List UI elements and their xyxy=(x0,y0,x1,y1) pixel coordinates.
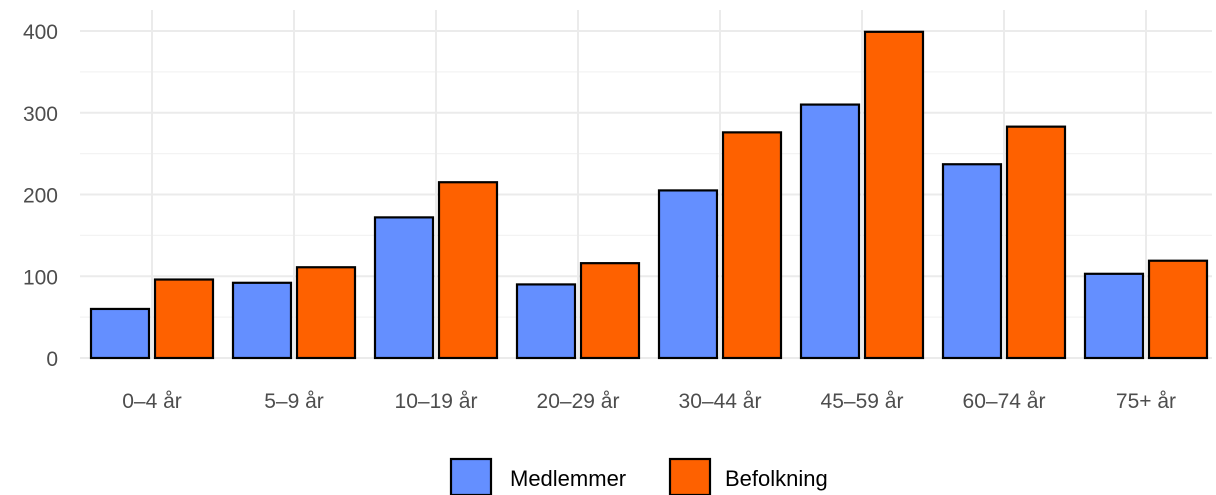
x-axis: 0–4 år 5–9 år 10–19 år 20–29 år 30–44 år 45–5… xyxy=(122,390,1176,413)
bar-medlemmer-6 xyxy=(941,163,1003,360)
x-tick-label: 5–9 år xyxy=(264,390,324,413)
legend-label-befolkning: Befolkning xyxy=(725,466,828,491)
gridlines xyxy=(80,10,1212,359)
y-tick-label: 300 xyxy=(23,103,58,126)
bar-befolkning-0 xyxy=(153,278,215,360)
bar-medlemmer-1 xyxy=(231,281,293,360)
bar-befolkning-6 xyxy=(1005,125,1067,360)
bar-befolkning-2 xyxy=(437,181,499,360)
bar-medlemmer-3 xyxy=(515,283,577,360)
y-tick-label: 400 xyxy=(23,21,58,44)
bar-medlemmer-7 xyxy=(1083,272,1145,360)
x-tick-label: 0–4 år xyxy=(122,390,182,413)
legend: Medlemmer Befolkning xyxy=(449,457,828,495)
x-tick-label: 30–44 år xyxy=(679,390,762,413)
y-axis: 0 100 200 300 400 xyxy=(23,21,58,371)
bar-medlemmer-2 xyxy=(373,216,435,360)
x-tick-label: 75+ år xyxy=(1116,390,1176,413)
x-tick-label: 10–19 år xyxy=(395,390,478,413)
legend-key-befolkning xyxy=(668,457,712,495)
legend-label-medlemmer: Medlemmer xyxy=(510,466,626,491)
y-tick-label: 200 xyxy=(23,185,58,208)
bar-befolkning-4 xyxy=(721,131,783,360)
bar-befolkning-7 xyxy=(1147,259,1209,360)
bars xyxy=(89,30,1209,360)
y-tick-label: 0 xyxy=(46,348,58,371)
legend-key-medlemmer xyxy=(449,457,493,495)
bar-medlemmer-0 xyxy=(89,307,151,360)
x-tick-label: 60–74 år xyxy=(963,390,1046,413)
y-tick-label: 100 xyxy=(23,266,58,289)
bar-medlemmer-4 xyxy=(657,189,719,360)
bar-medlemmer-5 xyxy=(799,103,861,360)
bar-befolkning-5 xyxy=(863,30,925,360)
x-tick-label: 45–59 år xyxy=(821,390,904,413)
bar-befolkning-3 xyxy=(579,262,641,360)
x-tick-label: 20–29 år xyxy=(537,390,620,413)
bar-befolkning-1 xyxy=(295,266,357,360)
